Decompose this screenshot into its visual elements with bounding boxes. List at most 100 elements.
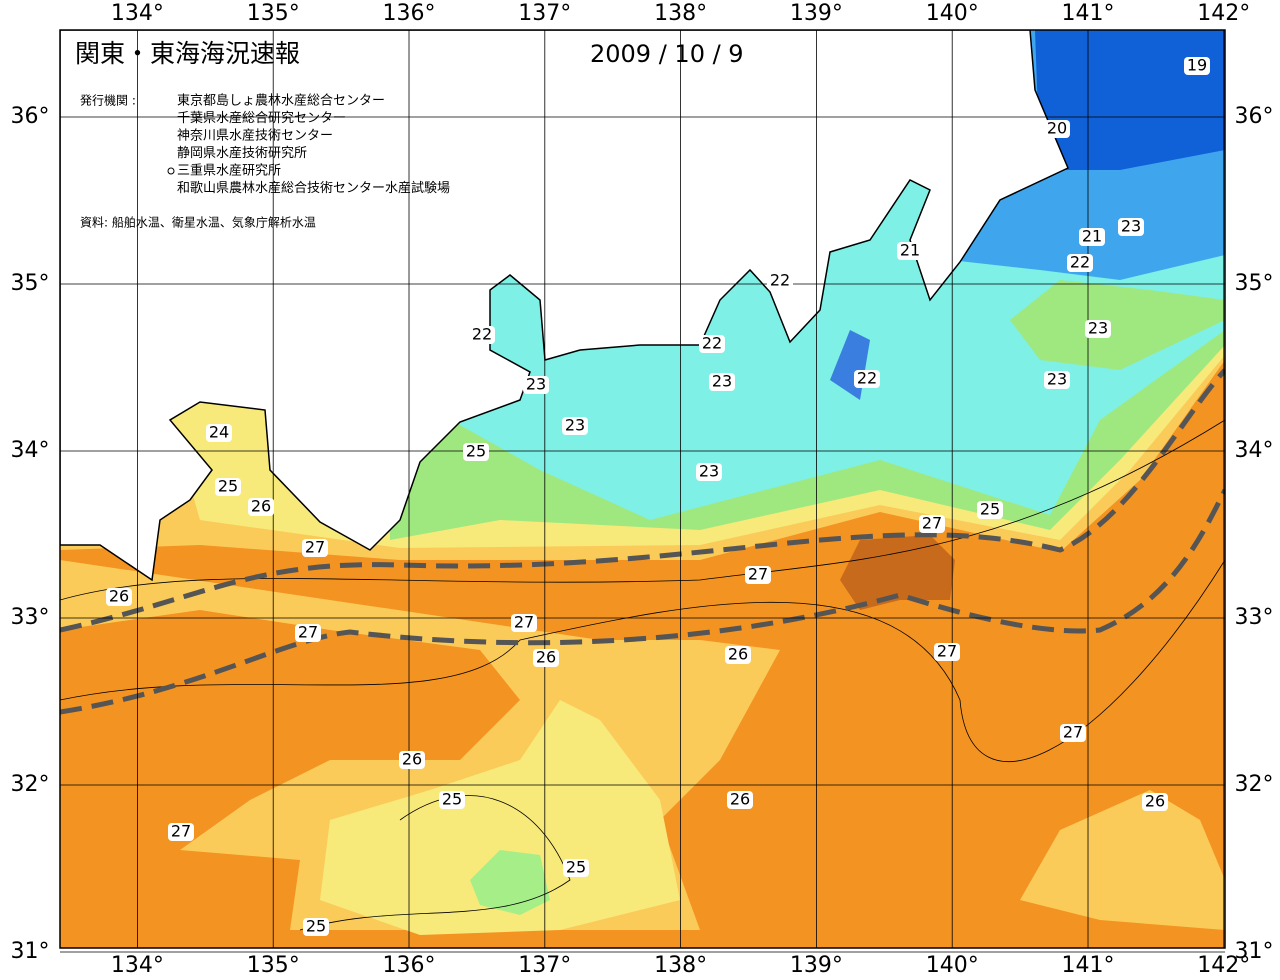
contour-label: 23 <box>1088 319 1108 338</box>
contour-label: 26 <box>536 648 556 667</box>
contour-label: 23 <box>1047 370 1067 389</box>
contour-label: 23 <box>526 375 546 394</box>
label-box <box>303 918 329 936</box>
label-box <box>562 417 588 435</box>
lat-tick-label: 34° <box>11 438 50 463</box>
publisher: 神奈川県水産技術センター <box>177 128 333 144</box>
label-box <box>295 624 321 642</box>
label-box <box>1067 254 1093 272</box>
kuroshio-outer <box>60 488 1225 715</box>
contour-label: 23 <box>712 372 732 391</box>
label-box <box>463 443 489 461</box>
label-box <box>1184 57 1210 75</box>
contour-label: 27 <box>1063 723 1083 742</box>
lat-tick-label: 36° <box>1235 104 1274 129</box>
contour-label: 23 <box>565 416 585 435</box>
label-box <box>215 478 241 496</box>
contour-label: 25 <box>442 790 462 809</box>
lat-tick-label: 35° <box>1235 271 1274 296</box>
lat-tick-label: 31° <box>11 939 50 964</box>
lon-tick-label: 138° <box>654 953 707 978</box>
label-box <box>1060 724 1086 742</box>
label-box <box>934 643 960 661</box>
lon-tick-label: 135° <box>247 953 300 978</box>
publisher: 千葉県水産総合研究センター <box>177 110 346 126</box>
contour-label: 25 <box>466 442 486 461</box>
label-box <box>399 751 425 769</box>
lat-tick-label: 33° <box>11 605 50 630</box>
contour-label: 27 <box>748 565 768 584</box>
contour-label: 19 <box>1187 56 1207 75</box>
label-box <box>206 424 232 442</box>
contour-line <box>60 559 1225 762</box>
lon-tick-label: 142° <box>1197 953 1250 978</box>
contour-label: 27 <box>305 538 325 557</box>
zone-26 <box>1020 790 1225 930</box>
publisher-label: 発行機関 : <box>80 93 136 108</box>
label-box <box>725 646 751 664</box>
label-box <box>745 566 771 584</box>
contour-label: 27 <box>922 514 942 533</box>
contour-label: 27 <box>171 822 191 841</box>
map-frame <box>59 29 1226 949</box>
label-box <box>1118 218 1144 236</box>
contour-label: 25 <box>218 477 238 496</box>
label-box <box>523 376 549 394</box>
lon-tick-label: 141° <box>1062 953 1115 978</box>
lat-tick-label: 32° <box>1235 772 1274 797</box>
lon-tick-label: 139° <box>790 953 843 978</box>
lon-tick-label: 137° <box>518 953 571 978</box>
contour-label: 26 <box>109 587 129 606</box>
contour-label: 25 <box>980 500 1000 519</box>
contour-label: 25 <box>566 858 586 877</box>
graticule: 134° 134° 135° 135° 136° 136° 137° 137° 138° 138°… <box>11 1 1274 978</box>
contour-label: 23 <box>1121 217 1141 236</box>
contour-line <box>299 795 571 931</box>
label-box <box>1044 120 1070 138</box>
kuroshio-inner <box>60 368 1225 633</box>
contour-label: 27 <box>298 623 318 642</box>
lat-tick-label: 31° <box>1235 939 1274 964</box>
label-box <box>168 823 194 841</box>
lat-tick-label: 35° <box>11 271 50 296</box>
lon-tick-label: 136° <box>383 953 436 978</box>
label-box <box>1142 793 1168 811</box>
label-box <box>248 498 274 516</box>
label-box <box>897 242 923 260</box>
label-box <box>511 614 537 632</box>
label-box <box>919 515 945 533</box>
lon-tick-label: 138° <box>654 1 707 26</box>
label-box <box>563 859 589 877</box>
contour-label: 21 <box>900 241 920 260</box>
lat-tick-label: 32° <box>11 772 50 797</box>
sea-surface <box>60 30 1225 948</box>
label-box <box>302 539 328 557</box>
lon-tick-label: 134° <box>111 1 164 26</box>
map-date: 2009 / 10 / 9 <box>590 40 744 68</box>
contour-label: 27 <box>937 642 957 661</box>
label-box <box>977 501 1003 519</box>
zone-25 <box>320 700 680 935</box>
zone-23 <box>1010 280 1225 370</box>
lat-tick-label: 33° <box>1235 605 1274 630</box>
label-box <box>696 463 722 481</box>
lon-tick-label: 139° <box>790 1 843 26</box>
lon-tick-label: 142° <box>1197 1 1250 26</box>
label-box <box>106 588 132 606</box>
contour-label: 26 <box>730 790 750 809</box>
contour-label: 22 <box>770 271 790 290</box>
kuroshio-axis <box>60 368 1225 715</box>
publisher: 三重県水産研究所 <box>177 163 281 179</box>
land <box>60 30 1069 582</box>
contour-label: 22 <box>857 369 877 388</box>
contour-label: 21 <box>1082 227 1102 246</box>
contour-label: 26 <box>251 497 271 516</box>
label-box <box>533 649 559 667</box>
header: 関東・東海海況速報 2009 / 10 / 9 発行機関 : 東京都島しょ農林水… <box>75 39 744 230</box>
publisher: 和歌山県農林水産総合技術センター水産試験場 <box>177 180 450 196</box>
lon-tick-label: 140° <box>926 1 979 26</box>
contour-label: 26 <box>1145 792 1165 811</box>
publisher: 静岡県水産技術研究所 <box>177 145 307 161</box>
contour-label: 20 <box>1047 119 1067 138</box>
